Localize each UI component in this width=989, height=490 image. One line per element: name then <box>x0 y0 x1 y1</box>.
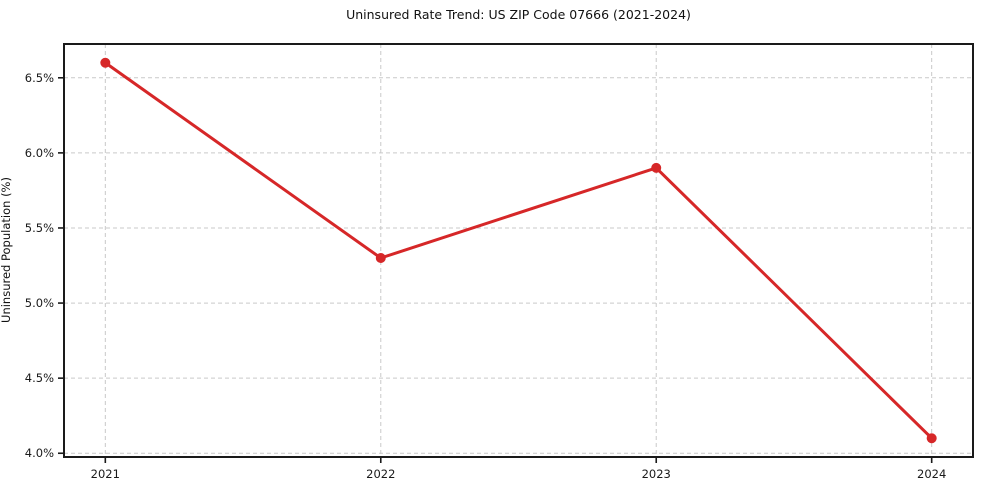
y-tick-label: 5.0% <box>25 296 54 310</box>
plot-border <box>63 43 974 458</box>
data-point <box>651 162 662 173</box>
y-tick-label: 4.5% <box>25 371 54 385</box>
chart-title: Uninsured Rate Trend: US ZIP Code 07666 … <box>346 7 691 22</box>
data-point <box>926 433 937 444</box>
data-point <box>100 57 111 68</box>
y-tick-label: 6.0% <box>25 146 54 160</box>
y-tick-label: 4.0% <box>25 446 54 460</box>
x-tick-label: 2024 <box>917 467 946 481</box>
x-tick-label: 2022 <box>366 467 395 481</box>
data-point <box>375 253 386 264</box>
x-tick-label: 2021 <box>91 467 120 481</box>
x-tick-label: 2023 <box>642 467 671 481</box>
trend-line <box>103 61 934 440</box>
y-tick-label: 5.5% <box>25 221 54 235</box>
y-tick-label: 6.5% <box>25 71 54 85</box>
